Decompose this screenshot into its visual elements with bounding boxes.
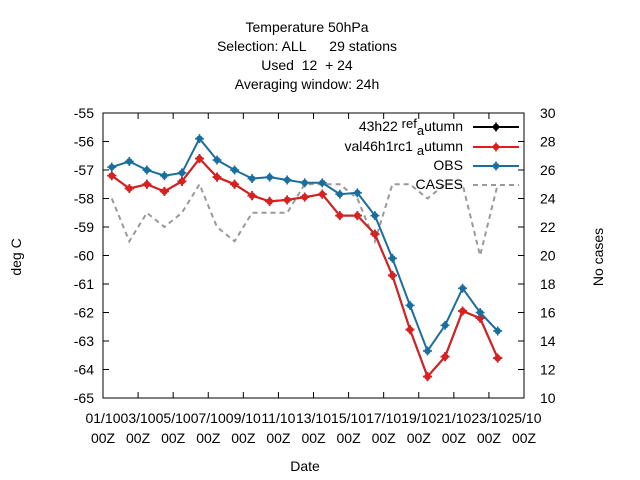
x-tick-label: 17/10 (366, 410, 401, 426)
y2-tick-label: 20 (540, 248, 556, 264)
y-tick-label: -55 (74, 105, 94, 121)
legend-label-val: val46h1rc1 autumn (344, 138, 463, 158)
x-tick-sublabel: 00Z (126, 430, 151, 446)
x-axis-label: Date (290, 458, 320, 474)
x-axis: 01/10 00Z 03/10 00Z 05/10 00Z 07/10 00Z 09/10 00Z… (85, 113, 542, 446)
legend-label-obs: OBS (433, 157, 463, 173)
y-tick-label: -60 (74, 248, 94, 264)
y2-tick-label: 12 (540, 362, 556, 378)
x-tick-label: 15/10 (331, 410, 366, 426)
y-tick-label: -64 (74, 362, 94, 378)
x-tick-label: 13/10 (296, 410, 331, 426)
title-line-4: Averaging window: 24h (235, 76, 380, 92)
title-line-3: Used 12 + 24 (261, 57, 353, 73)
plot-frame (102, 112, 525, 399)
y-axis-label: deg C (8, 238, 24, 275)
y2-tick-label: 18 (540, 276, 556, 292)
x-tick-sublabel: 00Z (266, 430, 291, 446)
x-tick-label: 23/10 (471, 410, 506, 426)
series-line-cases (110, 182, 499, 256)
y2-axis-label: No cases (590, 228, 606, 286)
legend-swatches (473, 122, 519, 186)
x-tick-sublabel: 00Z (161, 430, 186, 446)
y2-tick-label: 28 (540, 134, 556, 150)
x-tick-sublabel: 00Z (477, 430, 502, 446)
y-tick-label: -63 (74, 333, 94, 349)
x-tick-sublabel: 00Z (231, 430, 256, 446)
legend-ref-part1: 43h22 (359, 118, 402, 134)
y2-tick-label: 30 (540, 105, 556, 121)
x-tick-label: 21/10 (436, 410, 471, 426)
legend-val-part2: a (417, 143, 425, 158)
x-tick-sublabel: 00Z (407, 430, 432, 446)
y2-tick-label: 24 (540, 191, 556, 207)
legend-val-part1: val46h1rc1 (344, 138, 416, 154)
series-val46h1rc1_autumn (107, 154, 503, 382)
y-tick-label: -61 (74, 276, 94, 292)
series-layer (107, 134, 503, 382)
y-tick-label: -58 (74, 191, 94, 207)
x-tick-label: 05/10 (156, 410, 191, 426)
series-obs (107, 134, 503, 356)
title-line-2: Selection: ALL 29 stations (217, 38, 397, 54)
x-tick-sublabel: 00Z (301, 430, 326, 446)
legend-label-cases: CASES (416, 176, 463, 192)
legend: 43h22 refautumn val46h1rc1 autumn OBS CA… (344, 116, 519, 192)
x-tick-label: 19/10 (401, 410, 436, 426)
y2-axis: 30 28 26 24 22 20 18 16 14 12 10 (518, 105, 556, 406)
legend-ref-part4: utumn (424, 118, 463, 134)
y-tick-label: -56 (74, 134, 94, 150)
x-tick-label: 07/10 (191, 410, 226, 426)
x-tick-sublabel: 00Z (442, 430, 467, 446)
legend-label-ref: 43h22 refautumn (359, 116, 463, 138)
chart-title: Temperature 50hPa Selection: ALL 29 stat… (217, 19, 397, 92)
x-tick-sublabel: 00Z (91, 430, 116, 446)
y-tick-label: -65 (74, 390, 94, 406)
x-tick-label: 03/10 (121, 410, 156, 426)
x-tick-sublabel: 00Z (196, 430, 221, 446)
legend-ref-part2: ref (402, 116, 418, 131)
x-tick-sublabel: 00Z (337, 430, 362, 446)
legend-ref-part3: a (417, 123, 425, 138)
x-tick-sublabel: 00Z (512, 430, 537, 446)
y2-tick-label: 14 (540, 333, 556, 349)
x-tick-label: 11/10 (261, 410, 295, 426)
y2-tick-label: 10 (540, 390, 556, 406)
x-tick-label: 25/10 (506, 410, 541, 426)
y-tick-label: -62 (74, 305, 94, 321)
series-cases (110, 182, 499, 256)
y-tick-label: -59 (74, 219, 94, 235)
y2-tick-label: 22 (540, 219, 556, 235)
legend-val-part3: utumn (424, 138, 463, 154)
y2-tick-label: 16 (540, 305, 556, 321)
y-tick-label: -57 (74, 162, 94, 178)
title-line-1: Temperature 50hPa (246, 19, 369, 35)
x-tick-label: 01/10 (85, 410, 120, 426)
y2-tick-label: 26 (540, 162, 556, 178)
x-tick-sublabel: 00Z (372, 430, 397, 446)
y-axis: -55 -56 -57 -58 -59 -60 -61 -62 -63 -64 -65 (74, 105, 524, 406)
x-tick-label: 09/10 (226, 410, 261, 426)
